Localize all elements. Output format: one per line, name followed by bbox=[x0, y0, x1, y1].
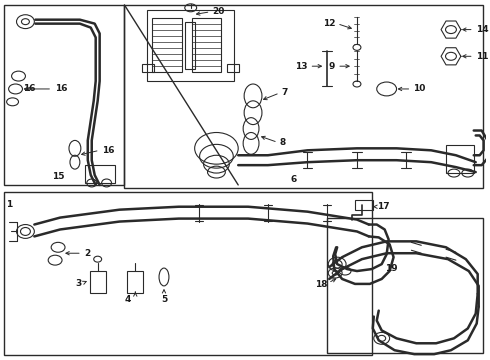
Text: 20: 20 bbox=[213, 7, 225, 16]
Bar bbox=[90, 271, 105, 293]
Bar bbox=[355, 200, 373, 210]
Text: 9: 9 bbox=[329, 62, 335, 71]
Text: 5: 5 bbox=[161, 295, 167, 304]
Bar bbox=[3, 192, 372, 355]
Text: 6: 6 bbox=[291, 175, 297, 184]
Text: 16: 16 bbox=[23, 85, 35, 94]
Text: 7: 7 bbox=[282, 89, 288, 98]
Text: 13: 13 bbox=[295, 62, 307, 71]
Text: 18: 18 bbox=[315, 280, 327, 289]
Bar bbox=[192, 18, 221, 72]
Text: 4: 4 bbox=[124, 295, 130, 304]
Bar bbox=[152, 18, 182, 72]
Text: 11: 11 bbox=[476, 52, 488, 61]
Text: 19: 19 bbox=[385, 264, 398, 273]
Bar bbox=[124, 5, 483, 188]
Text: 17: 17 bbox=[377, 202, 390, 211]
Text: 12: 12 bbox=[323, 19, 335, 28]
Bar bbox=[142, 64, 154, 72]
Bar bbox=[446, 145, 474, 173]
Bar bbox=[185, 22, 195, 69]
Bar bbox=[227, 64, 239, 72]
Text: 10: 10 bbox=[414, 85, 426, 94]
Bar bbox=[3, 5, 124, 185]
Text: 15: 15 bbox=[52, 172, 64, 181]
Bar bbox=[127, 271, 143, 293]
Text: 1: 1 bbox=[6, 200, 12, 209]
Text: 16: 16 bbox=[101, 146, 114, 155]
Text: 14: 14 bbox=[476, 25, 489, 34]
Bar bbox=[147, 10, 234, 81]
Bar bbox=[85, 165, 115, 183]
Text: 16: 16 bbox=[55, 85, 68, 94]
Text: 2: 2 bbox=[84, 249, 90, 258]
Text: 3: 3 bbox=[75, 279, 82, 288]
Bar bbox=[327, 217, 483, 353]
Text: 8: 8 bbox=[280, 138, 286, 147]
